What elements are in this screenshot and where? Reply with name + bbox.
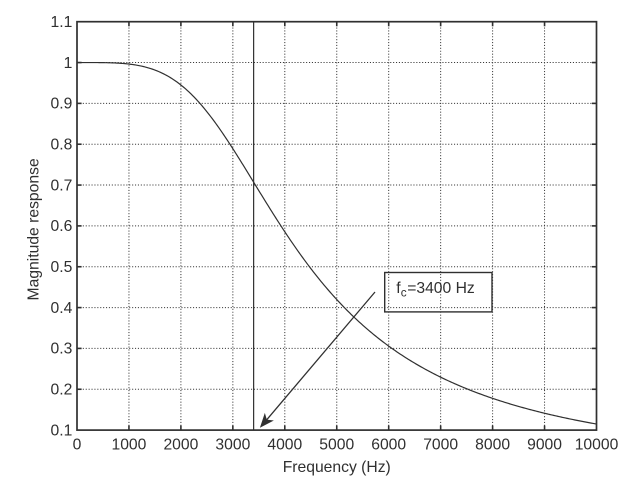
svg-text:3000: 3000 — [215, 437, 250, 454]
svg-text:0.6: 0.6 — [50, 218, 72, 235]
svg-text:0.3: 0.3 — [50, 341, 72, 358]
svg-text:9000: 9000 — [527, 437, 562, 454]
svg-text:Frequency (Hz): Frequency (Hz) — [283, 459, 391, 476]
svg-text:5000: 5000 — [319, 437, 354, 454]
svg-text:4000: 4000 — [267, 437, 302, 454]
svg-text:7000: 7000 — [423, 437, 458, 454]
svg-text:1000: 1000 — [111, 437, 146, 454]
svg-text:=3400 Hz: =3400 Hz — [407, 280, 475, 297]
svg-text:f: f — [396, 280, 401, 297]
svg-text:Magnitude response: Magnitude response — [26, 158, 43, 300]
svg-text:0: 0 — [73, 437, 82, 454]
svg-text:0.2: 0.2 — [50, 382, 72, 399]
svg-text:0.7: 0.7 — [50, 177, 72, 194]
svg-text:2000: 2000 — [163, 437, 198, 454]
svg-text:10000: 10000 — [575, 437, 619, 454]
svg-text:0.5: 0.5 — [50, 259, 72, 276]
svg-text:8000: 8000 — [475, 437, 510, 454]
svg-text:6000: 6000 — [371, 437, 406, 454]
svg-text:0.8: 0.8 — [50, 137, 72, 154]
svg-text:1: 1 — [64, 55, 73, 72]
svg-text:0.4: 0.4 — [50, 300, 72, 317]
svg-text:c: c — [401, 286, 407, 300]
svg-text:0.9: 0.9 — [50, 96, 72, 113]
svg-text:0.1: 0.1 — [50, 422, 72, 439]
svg-text:1.1: 1.1 — [50, 14, 72, 31]
